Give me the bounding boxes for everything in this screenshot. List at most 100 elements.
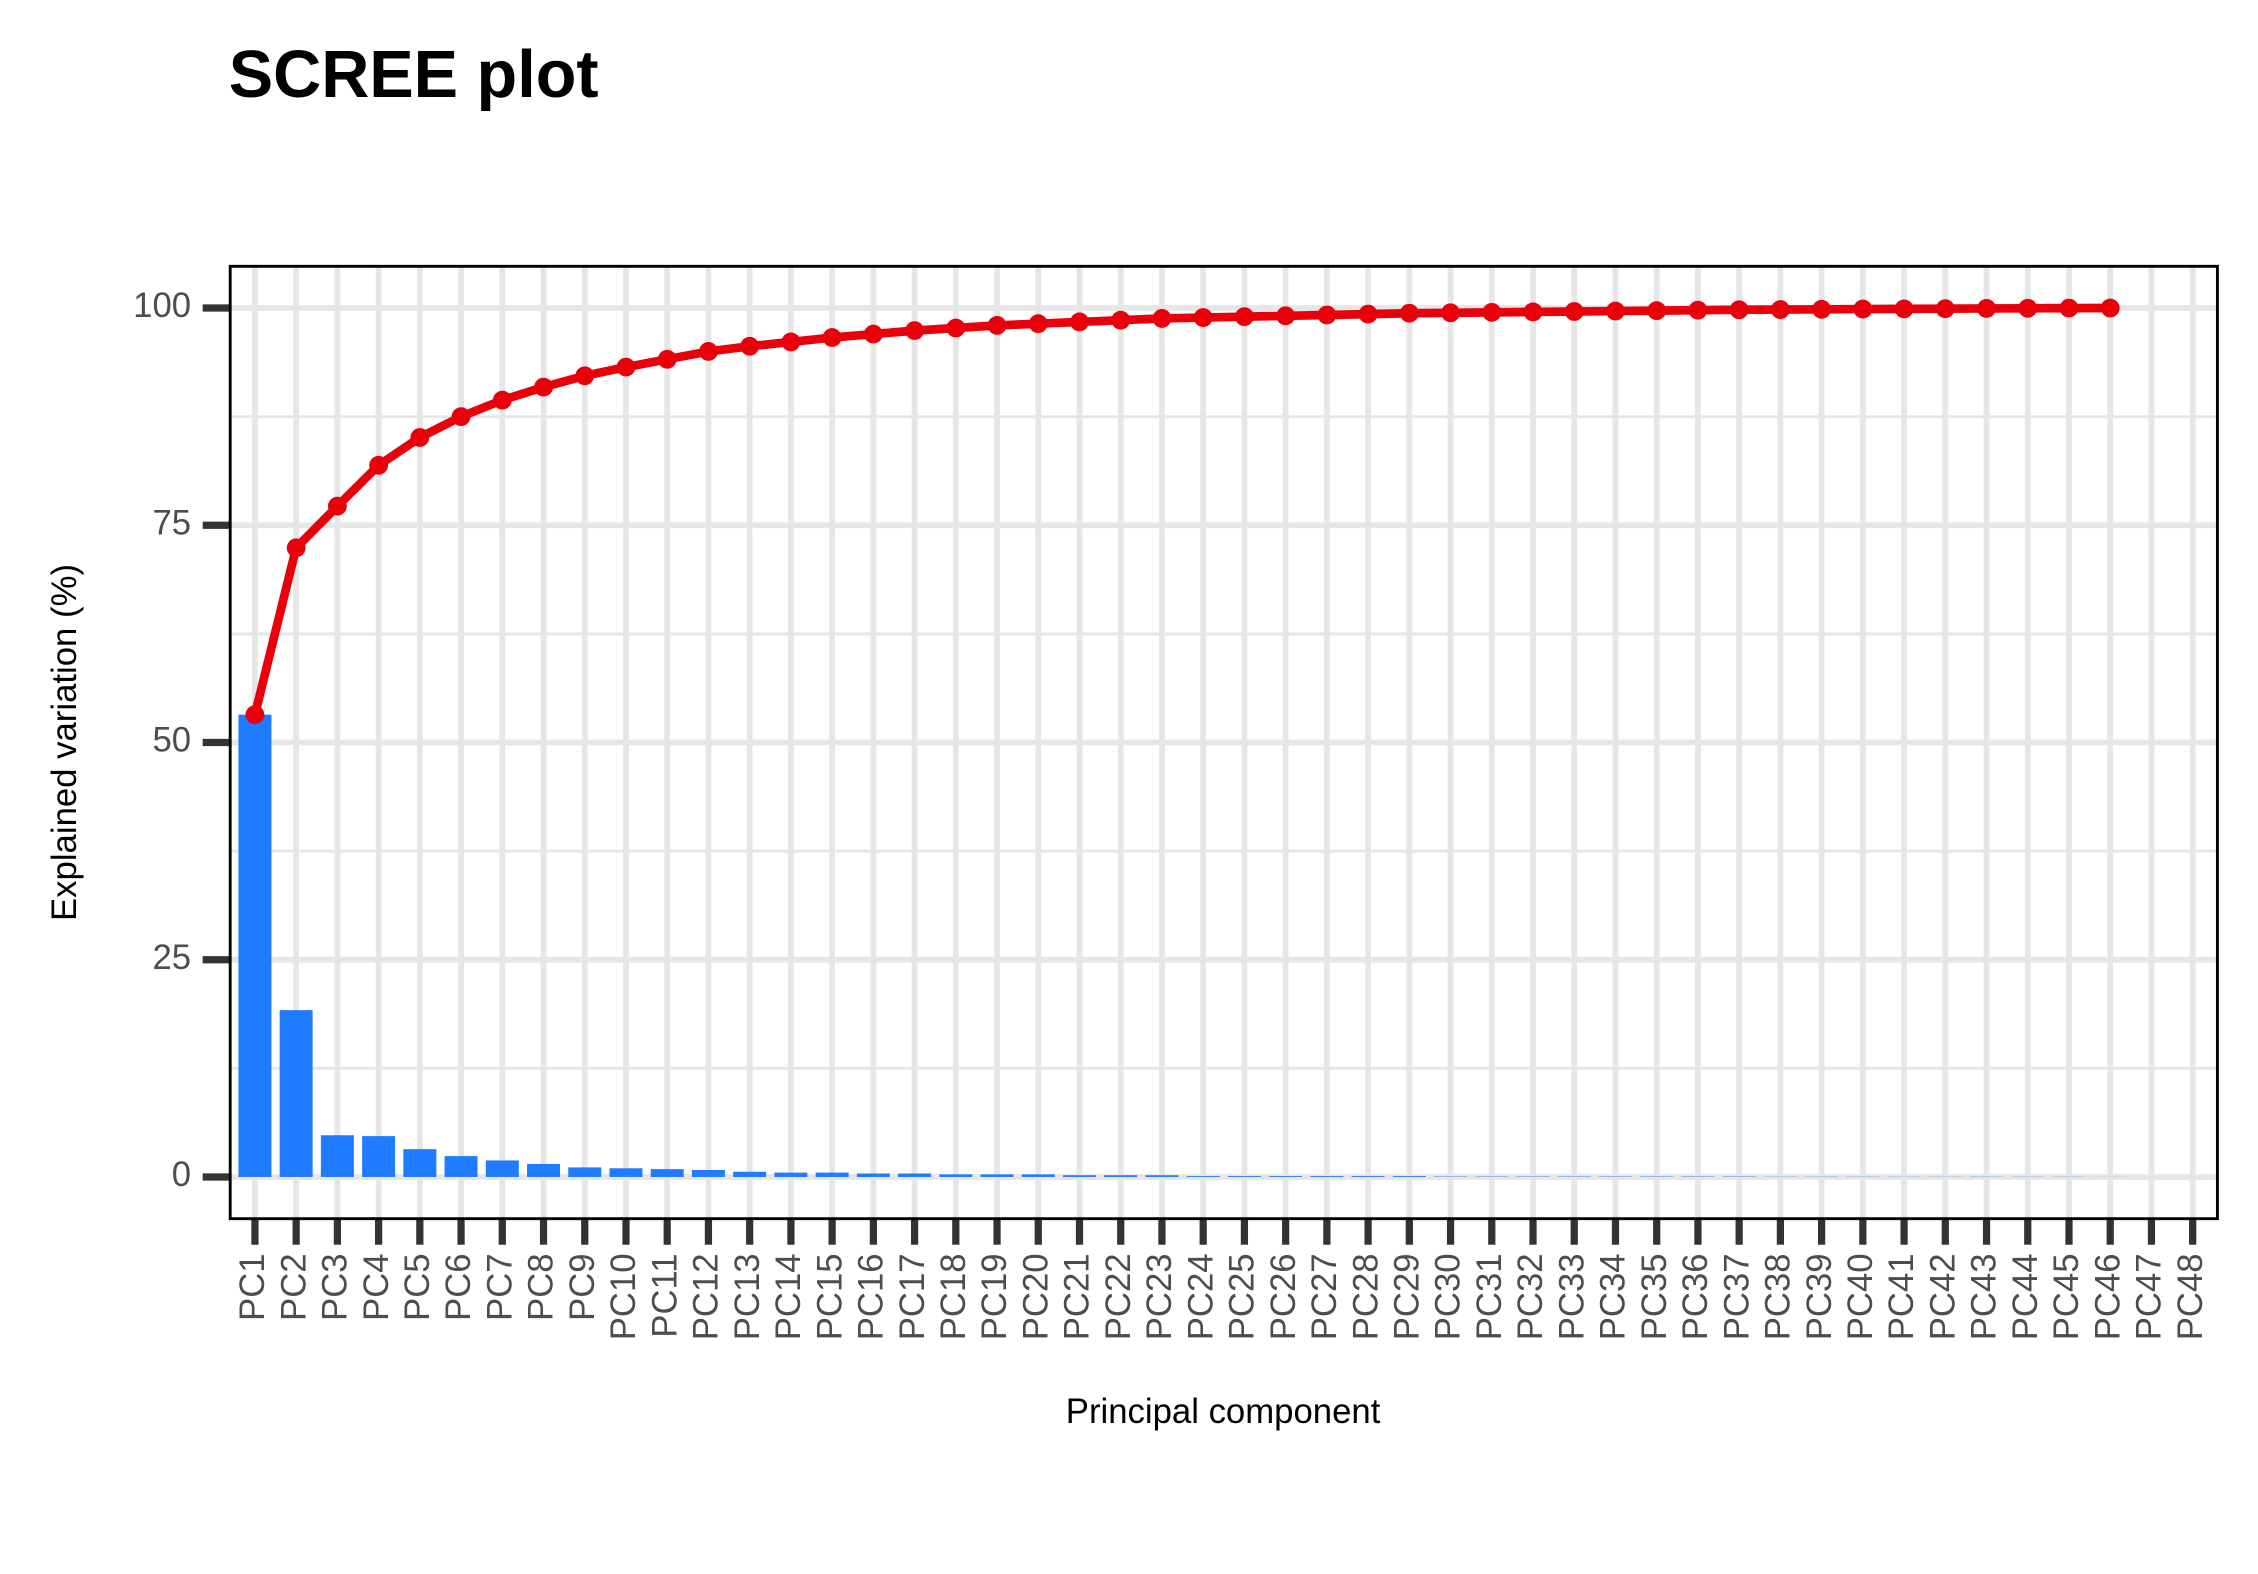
point (369, 455, 389, 475)
point (822, 328, 842, 347)
y-tick-label: 75 (152, 504, 191, 542)
chart-title: SCREE plot (229, 38, 599, 112)
x-tick-label: PC27 (1306, 1253, 1344, 1340)
bar (691, 1170, 725, 1177)
point (1399, 303, 1419, 323)
bar (362, 1136, 396, 1177)
point (616, 357, 636, 377)
x-tick-label: PC48 (2172, 1253, 2210, 1340)
x-tick-label: PC18 (935, 1253, 973, 1340)
x-tick-label: PC32 (1512, 1253, 1550, 1340)
x-tick-label: PC20 (1017, 1253, 1055, 1340)
bar (568, 1167, 602, 1177)
x-tick-label: PC45 (2048, 1253, 2086, 1340)
x-tick-label: PC44 (2007, 1253, 2045, 1340)
point (1111, 310, 1131, 330)
x-tick-label: PC35 (1636, 1253, 1674, 1340)
bar (320, 1135, 354, 1177)
point (699, 342, 718, 361)
point (286, 538, 306, 558)
point (2100, 298, 2120, 318)
x-tick-label: PC47 (2131, 1253, 2169, 1340)
point (1070, 312, 1089, 332)
y-tick-label: 50 (152, 722, 191, 760)
bar (1392, 1176, 1426, 1177)
bar (1269, 1176, 1303, 1177)
x-tick-label: PC2 (275, 1253, 313, 1321)
x-tick-label: PC16 (853, 1253, 891, 1340)
point (2059, 298, 2079, 318)
point (905, 321, 924, 341)
point (1894, 299, 1914, 319)
x-tick-label: PC31 (1471, 1253, 1509, 1340)
x-axis-label: Principal component (1066, 1393, 1381, 1431)
y-tick-label: 25 (152, 939, 191, 977)
x-tick-label: PC23 (1141, 1253, 1179, 1340)
bar (485, 1160, 519, 1177)
point (1482, 302, 1502, 322)
point (1317, 305, 1337, 325)
point (1028, 314, 1048, 334)
point (1606, 301, 1625, 321)
bar (1186, 1176, 1220, 1177)
point (492, 390, 512, 410)
x-tick-label: PC14 (770, 1253, 808, 1340)
point (1235, 307, 1254, 327)
x-tick-label: PC33 (1553, 1253, 1591, 1340)
x-tick-label: PC19 (976, 1253, 1014, 1340)
line (250, 303, 2111, 716)
bar (527, 1163, 561, 1177)
bar (774, 1172, 808, 1177)
x-tick-label: PC9 (564, 1253, 602, 1321)
point (451, 407, 471, 427)
point (1276, 306, 1296, 326)
x-tick-label: PC42 (1924, 1253, 1962, 1340)
x-tick-label: PC1 (234, 1253, 272, 1321)
point (534, 377, 553, 397)
y-tick-label: 100 (133, 287, 191, 325)
x-tick-label: PC40 (1842, 1253, 1880, 1340)
point (1812, 299, 1832, 319)
bar (980, 1174, 1014, 1177)
point (410, 428, 430, 447)
bar (279, 1010, 313, 1177)
x-tick-label: PC17 (894, 1253, 932, 1340)
x-tick-label: PC28 (1347, 1253, 1385, 1340)
x-tick-label: PC3 (317, 1253, 355, 1321)
x-tick-label: PC37 (1718, 1253, 1756, 1340)
x-tick-label: PC38 (1760, 1253, 1798, 1340)
x-tick-label: PC12 (688, 1253, 726, 1340)
x-tick-label: PC15 (811, 1253, 849, 1340)
bar (238, 714, 272, 1177)
x-tick-label: PC21 (1059, 1253, 1097, 1340)
x-tick-label: PC6 (440, 1253, 478, 1321)
x-tick-label: PC7 (481, 1253, 519, 1321)
point (1770, 300, 1790, 319)
point (740, 336, 760, 356)
x-tick-label: PC8 (523, 1253, 561, 1321)
bar (939, 1174, 973, 1177)
y-axis-label: Explained variation (%) (46, 564, 84, 921)
point (1152, 309, 1172, 328)
x-tick-label: PC41 (1883, 1253, 1921, 1340)
bar (1063, 1175, 1096, 1177)
point (1935, 299, 1955, 319)
x-tick-label: PC43 (1966, 1253, 2004, 1340)
point (1729, 300, 1749, 320)
point (575, 366, 595, 386)
bar (733, 1171, 767, 1177)
bar (815, 1172, 849, 1177)
point (245, 705, 265, 725)
point (946, 318, 966, 338)
point (1688, 300, 1708, 320)
x-tick-label: PC24 (1182, 1253, 1220, 1340)
x-tick-label: PC39 (1801, 1253, 1839, 1340)
point (863, 324, 883, 344)
bar (1310, 1176, 1344, 1177)
point (1441, 303, 1460, 323)
y-tick-label: 0 (172, 1156, 191, 1194)
point (1193, 308, 1213, 327)
bar (1021, 1174, 1055, 1177)
bar (444, 1156, 478, 1177)
